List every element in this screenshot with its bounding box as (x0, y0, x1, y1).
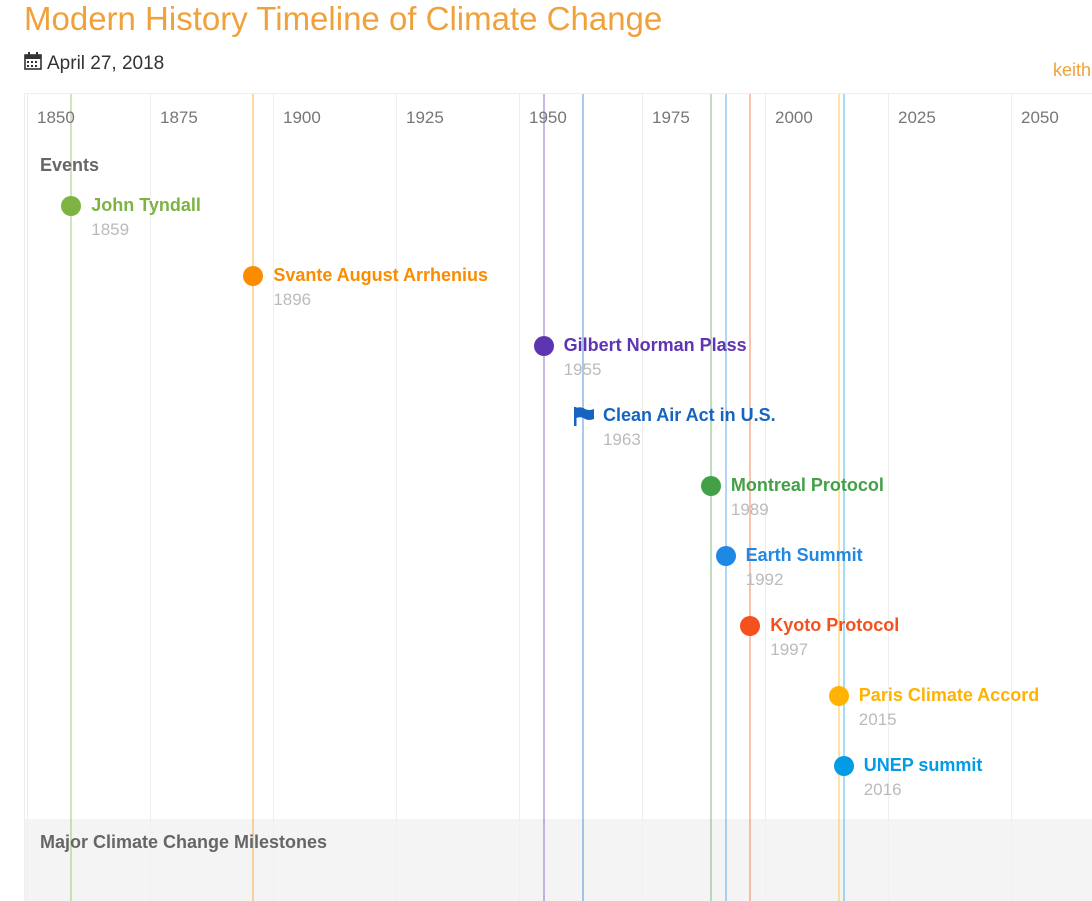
gridline (519, 94, 520, 901)
gridline (642, 94, 643, 901)
event-name: UNEP summit (863, 755, 983, 775)
event-year: 2016 (863, 780, 902, 799)
page-title: Modern History Timeline of Climate Chang… (24, 0, 663, 37)
date-text: April 27, 2018 (47, 53, 165, 74)
event-dot-marker[interactable] (61, 196, 82, 216)
event-dot-marker[interactable] (715, 546, 736, 566)
event-line (837, 94, 840, 901)
x-tick-label: 2000 (775, 108, 813, 127)
event-line (709, 94, 712, 901)
event-dot-marker[interactable] (828, 686, 849, 706)
event-line (749, 94, 752, 901)
x-tick-label: 1875 (160, 108, 198, 127)
event-dot-marker[interactable] (533, 336, 554, 356)
gridline (765, 94, 766, 901)
event-year: 1989 (730, 500, 769, 519)
x-tick-label: 1900 (283, 108, 321, 127)
event-name: Earth Summit (745, 545, 863, 565)
author-link[interactable]: keith (1053, 60, 1092, 80)
event-name: Clean Air Act in U.S. (602, 405, 776, 425)
gridline (150, 94, 151, 901)
event-name: Gilbert Norman Plass (563, 335, 747, 355)
event-line (70, 94, 73, 901)
event-year: 1896 (273, 290, 312, 309)
x-tick-label: 1925 (406, 108, 444, 127)
event-year: 1955 (563, 360, 602, 379)
gridline (396, 94, 397, 901)
x-tick-label: 1950 (529, 108, 567, 127)
gridline (273, 94, 274, 901)
x-tick-label: 1975 (652, 108, 690, 127)
events-lane-label: Events (40, 155, 100, 175)
date-line: April 27, 2018 (24, 52, 164, 76)
event-year: 1997 (770, 640, 809, 659)
event-line (252, 94, 255, 901)
event-year: 2015 (858, 710, 897, 729)
x-tick-label: 1850 (37, 108, 75, 127)
calendar-icon (24, 52, 42, 76)
event-line (542, 94, 545, 901)
event-dot-marker[interactable] (243, 266, 264, 286)
x-tick-label: 2025 (898, 108, 936, 127)
gridline (27, 94, 28, 901)
event-line (724, 94, 727, 901)
gridline (888, 94, 889, 901)
event-name: Paris Climate Accord (858, 685, 1040, 705)
event-name: Svante August Arrhenius (273, 265, 489, 285)
timeline-chart[interactable]: Major Climate Change Milestones Events 1… (24, 93, 1092, 901)
event-dot-marker[interactable] (700, 476, 721, 496)
milestones-band-label: Major Climate Change Milestones (40, 832, 328, 852)
event-year: 1963 (602, 430, 641, 449)
event-dot-marker[interactable] (833, 756, 854, 776)
gridline (1011, 94, 1012, 901)
milestones-band (25, 819, 1092, 901)
x-tick-label: 2050 (1021, 108, 1059, 127)
event-year: 1859 (91, 220, 130, 239)
flag-icon[interactable] (573, 406, 595, 431)
event-name: Montreal Protocol (730, 475, 884, 495)
event-name: John Tyndall (91, 195, 201, 215)
event-name: Kyoto Protocol (770, 615, 900, 635)
event-year: 1992 (745, 570, 784, 589)
event-line (842, 94, 845, 901)
event-dot-marker[interactable] (740, 616, 761, 636)
event-line (581, 94, 584, 901)
